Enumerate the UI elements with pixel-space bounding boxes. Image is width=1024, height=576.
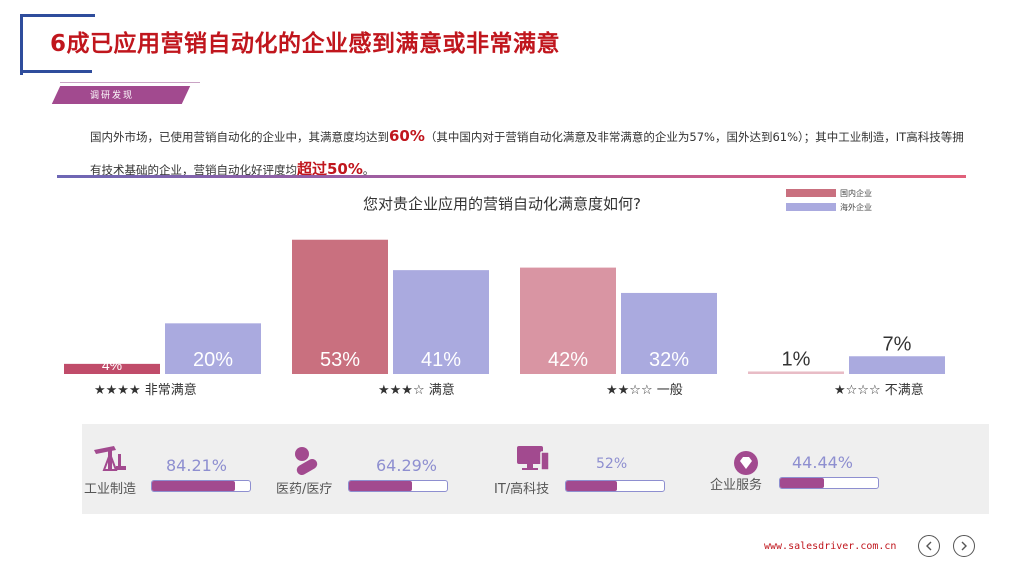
legend-label-overseas: 海外企业 (840, 202, 872, 212)
bar-domestic-1 (292, 239, 388, 374)
legend-item-overseas: 海外企业 (786, 200, 872, 214)
industry-value-1: 64.29% (376, 456, 438, 475)
data-label-domestic-1: 53% (320, 349, 360, 371)
bar-overseas-2 (621, 292, 717, 374)
industry-progress-fill-2 (566, 481, 617, 491)
chart-legend: 国内企业 海外企业 (786, 186, 872, 214)
data-label-domestic-3: 1% (782, 348, 811, 370)
pill-icon (290, 444, 322, 480)
industry-label-3: 企业服务 (710, 478, 763, 493)
data-label-overseas-0: 20% (193, 349, 233, 371)
oil-pump-icon (92, 444, 128, 476)
bar-overseas-1 (393, 270, 489, 374)
legend-swatch-overseas (786, 203, 836, 211)
data-label-overseas-1: 41% (421, 349, 461, 371)
prev-button[interactable] (918, 535, 940, 557)
industry-progress-fill-1 (349, 481, 412, 491)
section-tag-label: 调研发现 (90, 91, 135, 101)
chart-title-text: 您对贵企业应用的营销自动化满意度如何? (363, 195, 641, 213)
intro-text-3: 。 (362, 163, 375, 177)
data-label-domestic-2: 42% (548, 349, 588, 371)
title-bracket (20, 14, 95, 75)
bar-chart: 4% 20% ★★★★ 非常满意 53% 41% ★★★☆ 满意 42% 32% ★★☆☆ 一般… (64, 239, 945, 398)
title-bracket-underline (20, 70, 92, 73)
intro-text-2: （其中国内对于营销自动化满意及非常满意的企业为57%，国外达到61%）；其中工业… (90, 130, 964, 177)
chevron-left-icon (926, 541, 932, 551)
category-label-1: ★★★☆ 满意 (378, 382, 455, 398)
chart-title: 您对贵企业应用的营销自动化满意度如何? (0, 193, 1024, 214)
legend-label-domestic: 国内企业 (840, 188, 872, 198)
intro-highlight-1: 60% (389, 127, 425, 145)
gradient-divider (57, 175, 966, 178)
category-label-0: ★★★★ 非常满意 (94, 382, 197, 398)
bar-overseas-0 (165, 323, 261, 374)
data-label-overseas-2: 32% (649, 349, 689, 371)
bar-domestic-0 (64, 363, 160, 374)
legend-swatch-domestic (786, 189, 836, 197)
bar-domestic-2 (520, 267, 616, 374)
industry-progress-track-2 (565, 480, 665, 492)
category-label-2: ★★☆☆ 一般 (606, 382, 683, 398)
industry-progress-track-0 (151, 480, 251, 492)
industry-progress-track-3 (779, 477, 879, 489)
industry-label-1: 医药/医疗 (276, 482, 333, 497)
next-button[interactable] (953, 535, 975, 557)
diamond-badge-icon (733, 450, 759, 480)
industry-label-0: 工业制造 (84, 482, 137, 497)
chevron-right-icon (961, 541, 967, 551)
tag-line (60, 82, 200, 83)
industry-value-2: 52% (596, 456, 628, 472)
bar-domestic-3 (748, 371, 844, 374)
data-label-domestic-0: 4% (102, 357, 122, 373)
category-label-3: ★☆☆☆ 不满意 (834, 382, 924, 398)
industry-progress-fill-0 (152, 481, 235, 491)
industry-value-3: 44.44% (792, 453, 854, 472)
page-title: 6成已应用营销自动化的企业感到满意或非常满意 (50, 31, 561, 57)
computer-icon (515, 444, 551, 476)
intro-paragraph: 国内外市场，已使用营销自动化的企业中，其满意度均达到60%（其中国内对于营销自动… (90, 120, 970, 186)
industry-label-2: IT/高科技 (494, 482, 550, 497)
industry-progress-fill-3 (780, 478, 824, 488)
footer-url[interactable]: www.salesdriver.com.cn (764, 541, 897, 552)
data-label-overseas-3: 7% (883, 333, 912, 355)
industry-value-0: 84.21% (166, 456, 228, 475)
bar-overseas-3 (849, 356, 945, 374)
legend-item-domestic: 国内企业 (786, 186, 872, 200)
intro-text-1: 国内外市场，已使用营销自动化的企业中，其满意度均达到 (90, 130, 389, 144)
industry-progress-track-1 (348, 480, 448, 492)
intro-highlight-2: 超过50% (297, 160, 363, 178)
